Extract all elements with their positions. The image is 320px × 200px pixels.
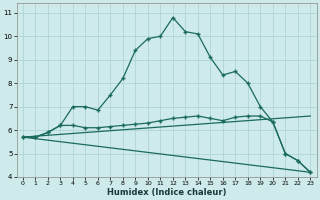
X-axis label: Humidex (Indice chaleur): Humidex (Indice chaleur) (107, 188, 226, 197)
